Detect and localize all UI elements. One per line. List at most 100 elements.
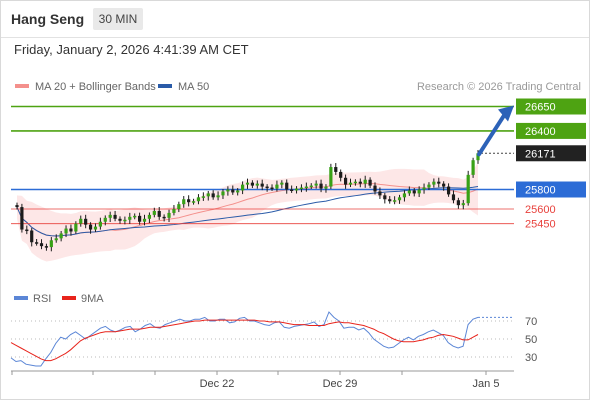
candle-body bbox=[329, 167, 333, 187]
candle-body bbox=[461, 203, 465, 206]
candle-body bbox=[152, 210, 156, 215]
candle-body bbox=[275, 184, 279, 189]
forecast-arrow-head bbox=[498, 105, 514, 122]
candle-body bbox=[451, 194, 456, 201]
candle-body bbox=[343, 177, 348, 185]
candle-body bbox=[35, 242, 39, 244]
candle-body bbox=[49, 240, 53, 248]
candle-body bbox=[211, 193, 215, 198]
candle-body bbox=[167, 212, 171, 218]
candle-body bbox=[226, 189, 230, 192]
candle-body bbox=[98, 221, 102, 227]
candle-body bbox=[187, 199, 191, 203]
candle-body bbox=[191, 201, 196, 203]
legend-ma50: MA 50 bbox=[158, 81, 209, 93]
candle-body bbox=[221, 191, 225, 196]
research-credit: Research © 2026 Trading Central bbox=[416, 81, 581, 93]
candle-body bbox=[15, 205, 19, 208]
candle-body bbox=[79, 218, 83, 224]
candle-body bbox=[240, 184, 245, 191]
candle-body bbox=[133, 215, 137, 218]
candle-body bbox=[446, 186, 451, 195]
candle-body bbox=[216, 195, 220, 198]
x-tick-label-0: Dec 22 bbox=[200, 378, 235, 390]
candle-body bbox=[294, 188, 299, 191]
candle-body bbox=[280, 182, 284, 185]
candle-body bbox=[231, 189, 235, 193]
rsi-ma-line bbox=[10, 319, 479, 362]
candles-group bbox=[15, 150, 480, 252]
candle-body bbox=[299, 187, 304, 190]
candle-body bbox=[196, 197, 201, 202]
candle-body bbox=[290, 189, 294, 191]
bollinger-band bbox=[17, 162, 478, 262]
level-label-26650: 26650 bbox=[525, 102, 556, 114]
current-price-tag bbox=[516, 145, 586, 162]
candle-body bbox=[314, 183, 318, 186]
candle-body bbox=[69, 228, 73, 232]
level-tag-26400 bbox=[516, 122, 586, 139]
x-tick-label-1: Dec 29 bbox=[323, 378, 358, 390]
candle-body bbox=[172, 209, 176, 213]
rsi-level-label-30: 30 bbox=[525, 352, 537, 364]
candle-body bbox=[182, 199, 186, 205]
ma50-line bbox=[16, 186, 479, 237]
candle-body bbox=[393, 200, 397, 202]
candle-body bbox=[113, 214, 117, 219]
candle-body bbox=[103, 217, 107, 222]
candle-body bbox=[417, 189, 421, 194]
candle-body bbox=[255, 183, 259, 186]
level-tag-26650 bbox=[516, 98, 586, 115]
level-label-25450: 25450 bbox=[525, 219, 556, 231]
rsi-legend-swatch-1 bbox=[62, 296, 76, 300]
candle-body bbox=[93, 226, 98, 230]
rsi-level-label-50: 50 bbox=[525, 334, 537, 346]
candle-body bbox=[412, 190, 416, 194]
rsi-legend-swatch-0 bbox=[14, 296, 28, 300]
legend-ma20-bollinger: MA 20 + Bollinger Bands bbox=[15, 81, 156, 93]
legend-swatch-ma50 bbox=[158, 84, 172, 89]
level-label-25800: 25800 bbox=[525, 185, 556, 197]
candle-body bbox=[118, 218, 122, 221]
candle-body bbox=[74, 223, 78, 232]
candle-body bbox=[177, 204, 181, 210]
candle-body bbox=[388, 199, 392, 202]
candle-body bbox=[427, 184, 431, 188]
candle-body bbox=[157, 210, 161, 217]
candle-body bbox=[54, 238, 58, 241]
candle-body bbox=[368, 179, 372, 186]
candle-body bbox=[378, 191, 382, 196]
candle-body bbox=[64, 228, 68, 234]
candle-body bbox=[476, 153, 480, 161]
candle-body bbox=[123, 219, 127, 222]
candle-body bbox=[250, 182, 255, 186]
rsi-level-label-70: 70 bbox=[525, 316, 537, 328]
current-price-label: 26171 bbox=[525, 148, 556, 160]
candle-body bbox=[339, 171, 343, 178]
candle-body bbox=[402, 193, 407, 198]
candle-body bbox=[30, 230, 34, 243]
candle-body bbox=[373, 185, 377, 192]
candle-body bbox=[20, 207, 24, 230]
candle-body bbox=[456, 200, 460, 206]
candle-body bbox=[407, 190, 411, 194]
instrument-title: Hang Seng bbox=[11, 11, 85, 27]
chart-header: Hang Seng 30 MIN bbox=[1, 1, 589, 38]
candle-body bbox=[245, 182, 250, 185]
candle-body bbox=[319, 183, 323, 189]
candle-body bbox=[265, 186, 269, 189]
candle-body bbox=[285, 182, 289, 190]
candle-body bbox=[236, 190, 240, 193]
chart-timestamp: Friday, January 2, 2026 4:41:39 AM CET bbox=[14, 42, 249, 57]
candle-body bbox=[363, 179, 367, 184]
candle-body bbox=[88, 224, 93, 230]
candle-body bbox=[147, 214, 152, 219]
candle-body bbox=[25, 229, 29, 232]
level-label-25600: 25600 bbox=[525, 204, 556, 216]
timeframe-badge[interactable]: 30 MIN bbox=[93, 8, 143, 30]
candle-body bbox=[128, 216, 132, 220]
candle-body bbox=[142, 218, 147, 222]
candle-body bbox=[358, 181, 362, 184]
candle-body bbox=[432, 181, 436, 185]
